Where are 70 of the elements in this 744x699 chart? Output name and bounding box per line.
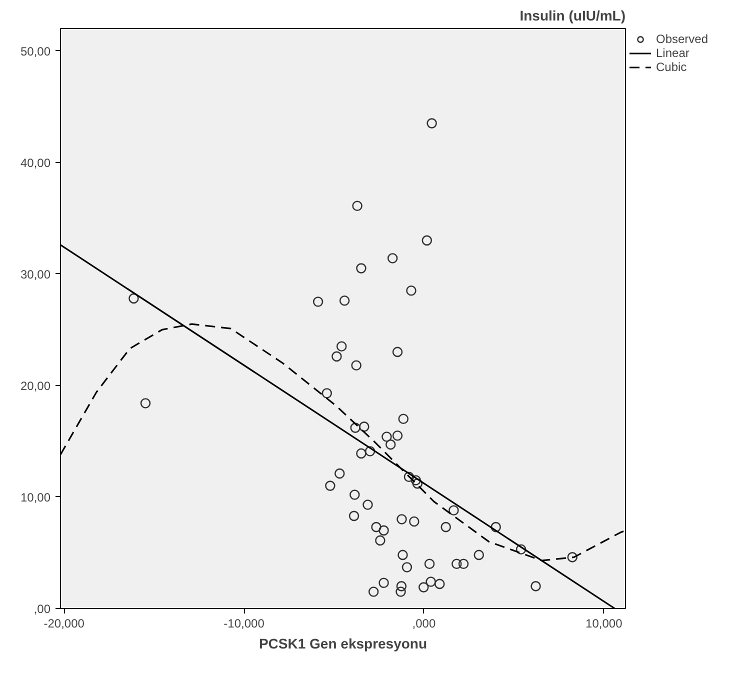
y-tick-label: 20,00 xyxy=(20,378,51,393)
point xyxy=(412,478,423,489)
chart-title: Insulin (uIU/mL) xyxy=(520,8,626,24)
x-axis-title: PCSK1 Gen ekspresyonu xyxy=(258,636,428,652)
point xyxy=(448,505,459,516)
x-tick-label: -10,000 xyxy=(224,616,265,630)
point xyxy=(359,422,370,432)
y-tick-label: 10,00 xyxy=(20,490,51,504)
y-tick-label: ,00 xyxy=(34,602,51,616)
point xyxy=(385,439,396,450)
point xyxy=(398,414,409,424)
point xyxy=(350,490,360,500)
point xyxy=(406,285,416,296)
point xyxy=(325,480,336,491)
point xyxy=(392,346,403,358)
point xyxy=(371,522,382,532)
point xyxy=(424,558,435,570)
y-tick-label: 30,00 xyxy=(20,267,51,282)
point xyxy=(382,432,392,442)
point xyxy=(396,514,407,524)
point xyxy=(378,525,389,536)
point xyxy=(332,351,342,362)
point xyxy=(350,422,360,433)
point xyxy=(356,448,366,459)
x-tick-label: ,000 xyxy=(412,616,436,630)
point xyxy=(140,398,151,408)
point xyxy=(351,360,362,370)
point xyxy=(440,522,452,532)
point xyxy=(434,578,445,590)
point xyxy=(409,516,420,527)
point xyxy=(398,550,408,560)
point xyxy=(375,535,386,546)
point xyxy=(422,235,432,246)
legend-label: Linear xyxy=(656,46,690,60)
legend-label: Observed xyxy=(656,32,710,46)
point xyxy=(362,500,373,510)
point xyxy=(452,558,462,570)
point xyxy=(410,475,421,486)
x-tick-label: -20,000 xyxy=(44,616,85,630)
x-tick-label: 10,000 xyxy=(586,616,623,630)
point xyxy=(128,293,139,304)
y-tick-label: 50,00 xyxy=(20,44,51,58)
point xyxy=(352,200,362,211)
point xyxy=(339,296,350,306)
point xyxy=(392,430,403,441)
point xyxy=(378,578,389,588)
point xyxy=(322,388,332,398)
point xyxy=(396,581,407,592)
point xyxy=(364,446,376,456)
point xyxy=(490,522,502,532)
point xyxy=(458,558,469,570)
point xyxy=(426,576,436,587)
point xyxy=(387,253,398,264)
point xyxy=(426,118,437,128)
point xyxy=(474,550,484,560)
point xyxy=(567,552,578,562)
y-tick-label: 40,00 xyxy=(20,156,51,170)
point xyxy=(402,562,412,572)
point xyxy=(530,581,541,592)
point xyxy=(418,582,429,592)
legend-label: Cubic xyxy=(656,60,688,74)
point xyxy=(516,544,526,555)
point xyxy=(404,472,414,482)
point xyxy=(336,341,347,352)
point xyxy=(348,510,360,522)
point xyxy=(312,296,324,307)
point xyxy=(396,586,406,597)
point xyxy=(356,263,366,274)
point xyxy=(334,468,345,479)
point xyxy=(368,586,379,597)
